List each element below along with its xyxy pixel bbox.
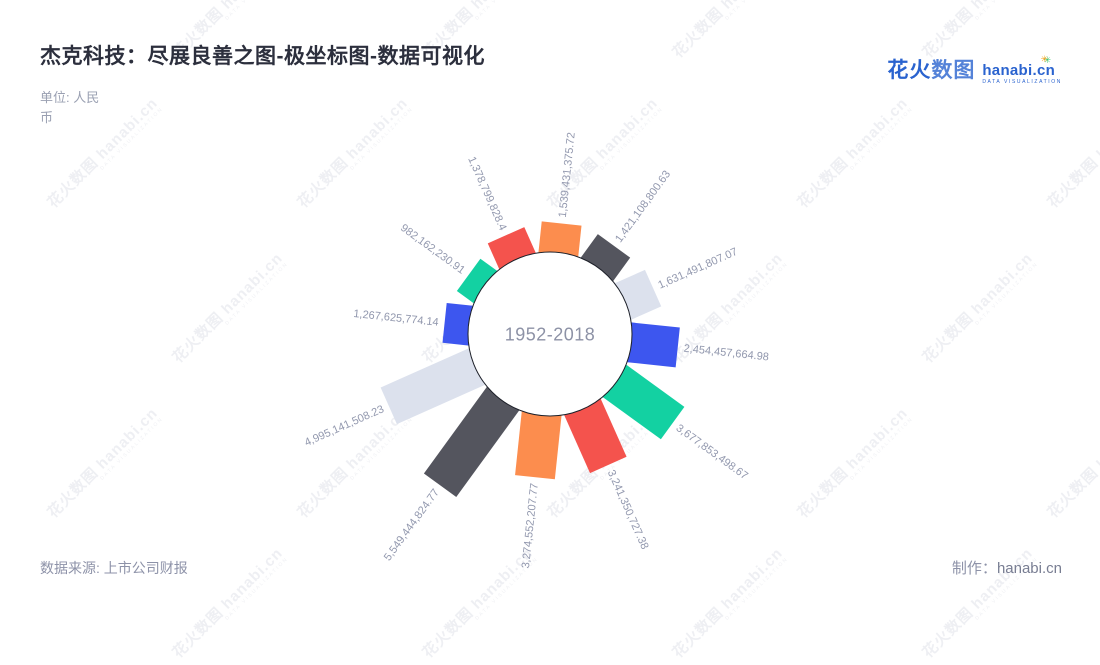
credit-note: 制作：hanabi.cn xyxy=(952,557,1062,578)
page-title: 杰克科技：尽展良善之图-极坐标图-数据可视化 xyxy=(40,45,485,68)
polar-bar[interactable] xyxy=(515,401,563,480)
credit-prefix: 制作： xyxy=(951,560,997,577)
bar-value-label: 2,454,457,664.98 xyxy=(683,343,769,364)
bar-value-label: 3,274,552,207.77 xyxy=(520,483,541,569)
unit-label: 单位: 人民币 xyxy=(40,90,100,126)
spark-icon: ✳ xyxy=(1040,54,1048,64)
polar-chart-svg: 1952-2018 1,539,431,375.72 1,378,799,828.4… xyxy=(303,132,770,569)
polar-chart: 1952-2018 1,539,431,375.72 1,378,799,828.4… xyxy=(303,132,770,569)
polar-center-circle xyxy=(467,251,633,417)
polar-bar[interactable] xyxy=(617,321,680,368)
bar-value-label: 1,267,625,774.14 xyxy=(353,308,439,329)
polar-bar[interactable] xyxy=(456,258,506,310)
bar-value-label: 5,549,444,824.77 xyxy=(382,487,442,563)
logo-tagline: DATA VISUALIZATION xyxy=(982,79,1062,85)
hanabi-logo[interactable]: 花火数图 ✳ hanabi.cn DATA VISUALIZATION xyxy=(887,55,1062,85)
polar-bar[interactable] xyxy=(380,344,495,425)
logo-domain: hanabi.cn xyxy=(982,62,1056,79)
bar-value-label: 3,677,853,498.67 xyxy=(674,422,750,482)
bar-value-label: 1,378,799,828.4 xyxy=(465,155,508,233)
logo-domain-block: ✳ hanabi.cn DATA VISUALIZATION xyxy=(982,55,1062,85)
bar-value-label: 1,631,491,807.07 xyxy=(656,246,739,292)
data-source-note: 数据来源: 上市公司财报 xyxy=(40,560,188,576)
bar-value-label: 1,539,431,375.72 xyxy=(557,132,578,218)
polar-bar[interactable] xyxy=(423,378,526,498)
credit-link[interactable]: hanabi.cn xyxy=(996,560,1062,577)
logo-cn-text: 花火数图 xyxy=(887,59,976,82)
bar-value-label: 1,421,108,800.63 xyxy=(613,169,673,245)
bar-value-label: 3,241,350,727.38 xyxy=(605,468,651,551)
bar-value-label: 982,162,230.91 xyxy=(398,222,467,277)
bar-value-label: 4,995,141,508.23 xyxy=(303,403,386,449)
center-period-label: 1952-2018 xyxy=(505,324,596,344)
